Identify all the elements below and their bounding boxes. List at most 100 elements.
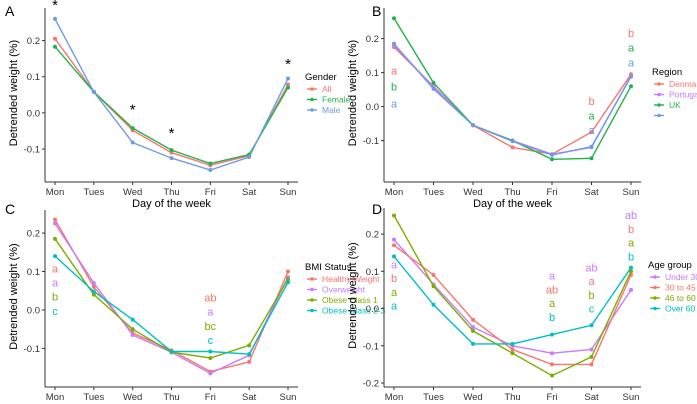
legend-entry-label: Over 60 bbox=[665, 304, 696, 314]
data-point bbox=[510, 341, 515, 346]
x-tick-label: Sun bbox=[280, 392, 297, 403]
data-point bbox=[53, 221, 57, 226]
legend-title: Age group bbox=[648, 260, 692, 271]
x-tick-label: Sun bbox=[623, 392, 640, 403]
y-tick-label: 0.0 bbox=[366, 102, 379, 113]
series-line bbox=[393, 43, 632, 156]
data-point bbox=[130, 332, 135, 337]
data-point bbox=[247, 359, 252, 364]
x-tick-label: Tues bbox=[83, 392, 104, 403]
significance-letter: ab bbox=[204, 292, 216, 304]
data-point bbox=[286, 269, 290, 274]
data-point bbox=[91, 89, 96, 94]
significance-letter: a bbox=[588, 111, 595, 123]
x-tick-label: Wed bbox=[463, 392, 482, 403]
data-point bbox=[53, 217, 57, 222]
significance-star: * bbox=[130, 102, 136, 119]
significance-letter: a bbox=[588, 125, 595, 137]
data-point bbox=[431, 80, 436, 85]
data-point bbox=[629, 265, 633, 270]
panel-label: B bbox=[372, 3, 381, 19]
x-tick-label: Thu bbox=[504, 392, 520, 403]
data-point bbox=[286, 76, 290, 81]
legend-entry-label: All bbox=[322, 84, 332, 94]
significance-letter: a bbox=[628, 43, 635, 55]
significance-letter: b bbox=[391, 82, 397, 94]
legend-key-point bbox=[657, 113, 661, 118]
data-point bbox=[629, 84, 633, 89]
y-tick-label: -0.1 bbox=[24, 344, 40, 355]
panel-label: C bbox=[5, 201, 15, 217]
significance-letter: a bbox=[549, 270, 556, 282]
data-point bbox=[208, 356, 213, 361]
legend-title: Gender bbox=[305, 72, 337, 83]
data-point bbox=[471, 123, 475, 128]
data-point bbox=[589, 144, 594, 149]
x-tick-label: Thu bbox=[163, 187, 179, 198]
x-tick-label: Fri bbox=[546, 187, 557, 198]
significance-letter: a bbox=[588, 276, 595, 288]
panel-A: A -0.1 0.0 0.1 0.2 Mon Tues Wed Thu Fri Sat Sun Day … bbox=[5, 0, 351, 210]
data-point bbox=[550, 152, 554, 157]
significance-letter: a bbox=[391, 98, 398, 110]
significance-letter: a bbox=[391, 301, 398, 313]
legend-key-point bbox=[310, 277, 314, 281]
data-point bbox=[431, 302, 436, 307]
x-tick-label: Sat bbox=[242, 187, 257, 198]
data-point bbox=[550, 332, 554, 337]
legend-entry-label: Overweight bbox=[322, 285, 366, 295]
x-tick-label: Wed bbox=[123, 392, 142, 403]
data-point bbox=[53, 236, 57, 241]
legend-key-point bbox=[310, 87, 314, 91]
data-point bbox=[431, 284, 436, 289]
data-point bbox=[208, 349, 213, 354]
data-point bbox=[53, 254, 57, 259]
data-point bbox=[510, 347, 515, 352]
x-tick-label: Tues bbox=[83, 187, 104, 198]
data-point bbox=[550, 157, 554, 162]
significance-letter: b bbox=[549, 312, 555, 324]
y-axis-title: Detrended weight (%) bbox=[8, 243, 20, 349]
data-point bbox=[286, 85, 290, 90]
data-point bbox=[130, 317, 135, 322]
data-point bbox=[510, 351, 515, 356]
data-point bbox=[471, 317, 475, 322]
legend-key-point bbox=[657, 92, 661, 97]
panel-label: A bbox=[5, 3, 15, 19]
series-line bbox=[393, 44, 632, 155]
x-tick-label: Thu bbox=[504, 187, 520, 198]
x-tick-label: Mon bbox=[46, 392, 64, 403]
x-tick-label: Fri bbox=[546, 392, 557, 403]
data-point bbox=[550, 351, 554, 356]
legend-key-point bbox=[657, 82, 661, 86]
series-line bbox=[393, 239, 632, 354]
data-point bbox=[392, 41, 396, 46]
x-tick-label: Sat bbox=[242, 392, 257, 403]
data-point bbox=[629, 74, 633, 79]
data-point bbox=[169, 349, 174, 354]
data-point bbox=[53, 36, 57, 41]
data-point bbox=[91, 289, 96, 294]
significance-letter: b bbox=[588, 96, 594, 108]
data-point bbox=[392, 237, 396, 242]
data-point bbox=[169, 156, 174, 161]
x-tick-label: Tues bbox=[423, 392, 444, 403]
data-point bbox=[510, 139, 515, 144]
data-point bbox=[471, 328, 475, 333]
data-point bbox=[247, 352, 252, 357]
significance-star: * bbox=[169, 125, 175, 142]
y-tick-label: -0.1 bbox=[363, 136, 379, 147]
data-point bbox=[91, 292, 96, 297]
y-tick-label: 0.1 bbox=[27, 72, 40, 83]
legend-entry-label: UK bbox=[669, 100, 681, 110]
data-point bbox=[247, 343, 252, 348]
x-tick-label: Thu bbox=[163, 392, 179, 403]
data-point bbox=[208, 161, 213, 166]
data-point bbox=[247, 155, 252, 160]
y-tick-label: 0.2 bbox=[27, 229, 40, 240]
significance-letter: a bbox=[628, 57, 635, 69]
significance-letter: a bbox=[628, 238, 635, 250]
legend-entry-label: Portugal bbox=[669, 90, 697, 100]
significance-letter: b bbox=[52, 292, 58, 304]
x-tick-label: Fri bbox=[205, 392, 216, 403]
